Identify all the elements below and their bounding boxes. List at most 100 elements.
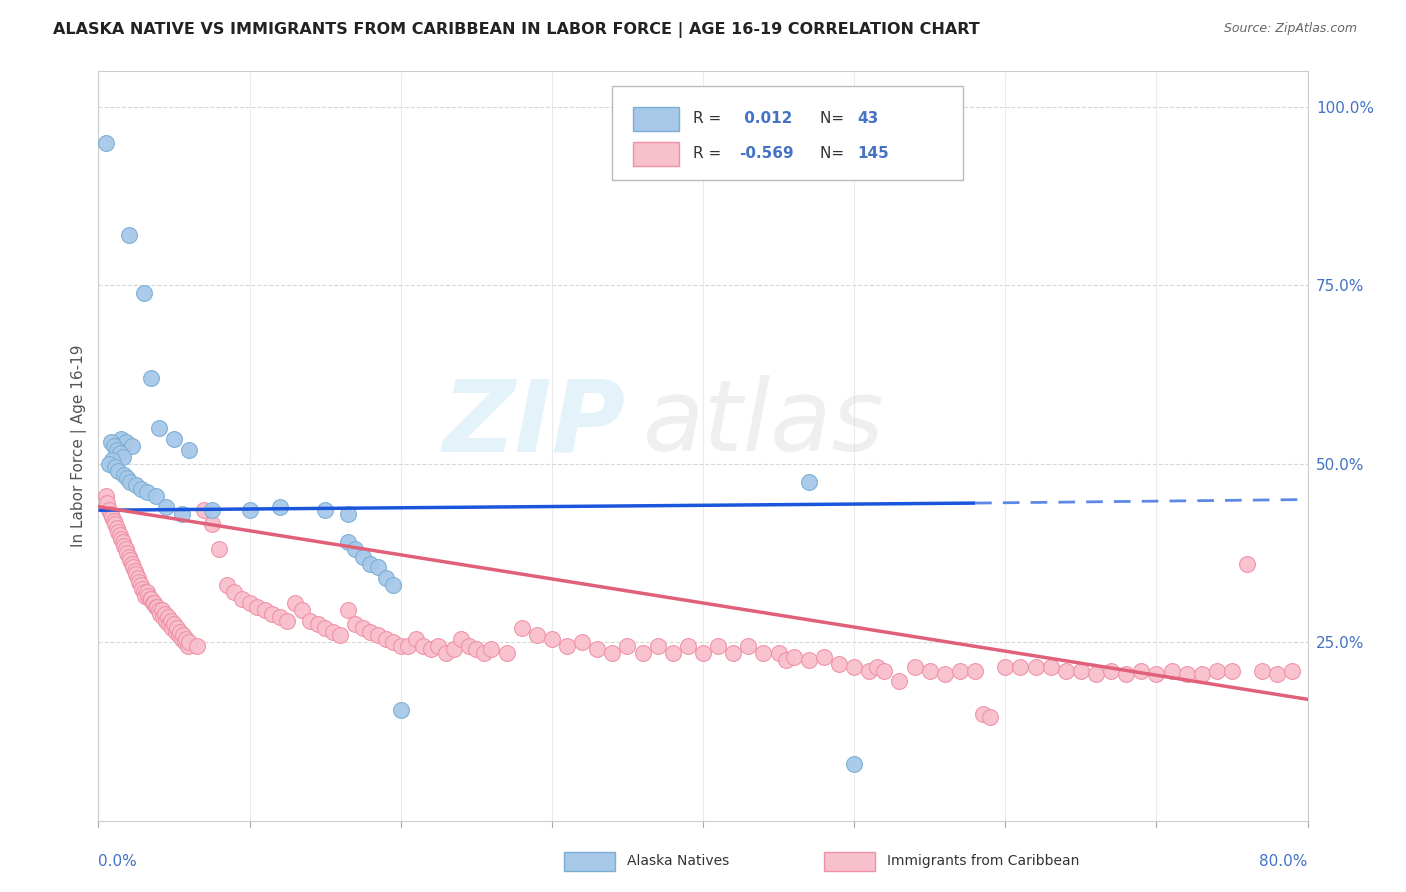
Point (367, 560, 389, 574)
Point (172, 628, 194, 642)
Point (994, 660, 1017, 674)
Point (336, 603, 359, 617)
Point (979, 710, 1001, 724)
Point (108, 446, 131, 460)
Point (1160, 664, 1182, 678)
Point (481, 642, 503, 657)
Point (1010, 660, 1032, 674)
Point (148, 421, 170, 435)
Text: 43: 43 (858, 112, 879, 126)
Point (239, 596, 262, 610)
FancyBboxPatch shape (633, 142, 679, 166)
Point (813, 649, 835, 664)
Point (828, 657, 851, 671)
Point (121, 557, 143, 571)
Point (173, 635, 195, 649)
Point (129, 482, 152, 496)
Point (107, 524, 129, 539)
Point (163, 617, 186, 632)
Point (586, 642, 609, 657)
Point (1024, 660, 1046, 674)
Point (866, 660, 889, 674)
Point (103, 514, 125, 528)
Point (224, 585, 246, 599)
Point (139, 592, 162, 607)
Point (118, 549, 141, 564)
Point (412, 639, 434, 653)
Point (132, 285, 155, 300)
Point (107, 464, 129, 478)
Point (797, 475, 820, 489)
Point (100, 507, 122, 521)
Point (752, 646, 775, 660)
Text: ALASKA NATIVE VS IMMIGRANTS FROM CARIBBEAN IN LABOR FORCE | AGE 16-19 CORRELATIO: ALASKA NATIVE VS IMMIGRANTS FROM CARIBBE… (53, 22, 980, 38)
Point (193, 503, 215, 517)
Point (918, 664, 941, 678)
Point (129, 578, 152, 592)
Point (1206, 664, 1229, 678)
Point (114, 435, 136, 450)
Point (934, 667, 956, 681)
Point (128, 574, 150, 589)
Point (108, 528, 131, 542)
Point (555, 639, 578, 653)
Point (972, 706, 994, 721)
Point (131, 582, 153, 596)
Point (1039, 660, 1062, 674)
Point (352, 621, 374, 635)
Point (153, 607, 176, 621)
Point (124, 564, 146, 578)
Point (231, 592, 253, 607)
Point (105, 442, 128, 457)
Point (723, 646, 745, 660)
Point (873, 664, 896, 678)
Point (208, 542, 231, 557)
Point (136, 589, 159, 603)
Point (276, 614, 298, 628)
Point (179, 635, 201, 649)
Point (374, 571, 396, 585)
Point (405, 632, 427, 646)
Point (179, 442, 201, 457)
Point (510, 621, 533, 635)
Point (152, 610, 174, 624)
Point (201, 517, 224, 532)
Point (889, 674, 911, 689)
Point (540, 632, 562, 646)
Point (114, 542, 136, 557)
Point (186, 639, 208, 653)
Point (1220, 664, 1243, 678)
Point (284, 596, 307, 610)
Point (176, 639, 198, 653)
Point (389, 639, 412, 653)
Point (166, 621, 188, 635)
Point (314, 503, 336, 517)
Point (115, 471, 138, 485)
Point (737, 639, 759, 653)
Point (165, 624, 187, 639)
Point (1130, 664, 1153, 678)
Point (661, 646, 683, 660)
Point (775, 653, 797, 667)
Point (103, 439, 125, 453)
Text: R =: R = (693, 146, 727, 161)
Point (105, 521, 128, 535)
FancyBboxPatch shape (633, 106, 679, 130)
Point (94, 136, 117, 150)
Text: Source: ZipAtlas.com: Source: ZipAtlas.com (1223, 22, 1357, 36)
Text: R =: R = (693, 112, 727, 126)
Point (692, 646, 714, 660)
Text: Alaska Natives: Alaska Natives (627, 855, 730, 868)
Point (101, 510, 124, 524)
Point (457, 639, 479, 653)
Point (120, 475, 142, 489)
Point (122, 560, 145, 574)
Point (299, 614, 322, 628)
Point (291, 603, 314, 617)
Point (1054, 664, 1077, 678)
Point (110, 532, 132, 546)
Point (382, 578, 405, 592)
Point (396, 639, 419, 653)
Point (125, 478, 148, 492)
Point (112, 467, 135, 482)
